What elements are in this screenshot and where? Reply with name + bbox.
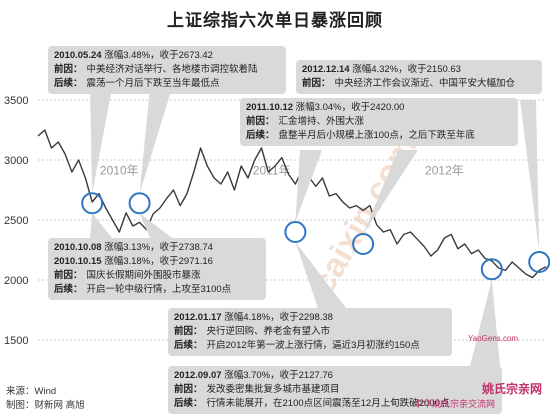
callout-date: 2010.05.24 (54, 50, 102, 61)
callout-2010-05-24: 2010.05.24 涨幅3.48%，收于2673.42 前因： 中美经济对话举行… (48, 46, 286, 94)
callout-after: 开启2012年第一波上涨行情，逼近3月初涨约150点 (206, 340, 420, 351)
callout-date: 2011.10.12 (246, 102, 294, 113)
callout-headline: 涨幅4.32%，收于2150.63 (352, 64, 461, 75)
callout-pointer (520, 100, 540, 252)
callout-2010-10-08-15: 2010.10.08 涨幅3.13%，收于2738.74 2010.10.15 … (48, 238, 266, 300)
year-label: 2010年 (100, 163, 139, 177)
callout-after: 盘整半月后小规模上涨100点，之后下跌至年底 (278, 130, 475, 141)
y-tick-label: 2000 (4, 275, 28, 287)
callout-after-label: 后续： (174, 398, 203, 409)
watermark-main: 姚氏宗亲网 (481, 382, 542, 396)
callout-after-label: 后续： (174, 340, 203, 351)
event-marker (480, 258, 503, 281)
callout-after: 行情未能展开，在2100点区间震荡至12月上旬跌破2000点 (206, 398, 450, 409)
callout-after-label: 后续： (54, 78, 83, 89)
callout-2012-12-14: 2012.12.14 涨幅4.32%，收于2150.63 前因： 中央经济工作会议… (296, 60, 542, 94)
y-tick-label: 3500 (4, 95, 28, 107)
year-label: 2011年 (253, 163, 291, 177)
callout-pointer (139, 213, 172, 238)
callout-date: 2010.10.15 (54, 256, 102, 267)
callout-after: 震荡一个月后下跌至当年最低点 (86, 78, 220, 89)
callout-headline: 涨幅3.13%，收于2738.74 (104, 242, 213, 253)
callout-cause: 央行逆回购、养老金有望入市 (206, 326, 331, 337)
callout-date: 2012.12.14 (302, 64, 350, 75)
callout-pointer (90, 213, 112, 238)
callout-date: 2012.09.07 (174, 370, 222, 381)
callout-pointer (295, 150, 322, 222)
callout-cause-label: 前因： (54, 64, 83, 75)
callout-headline: 涨幅3.48%，收于2673.42 (104, 50, 213, 61)
callout-pointer (363, 150, 418, 234)
callout-cause: 中央经济工作会议渐近、中国平安大幅加仓 (334, 78, 516, 89)
callout-after-label: 后续： (246, 130, 275, 141)
y-tick-label: 1500 (4, 335, 28, 347)
callout-cause-label: 前因： (174, 384, 203, 395)
callout-pointer (90, 88, 112, 194)
event-marker (128, 192, 151, 215)
callout-headline: 涨幅3.18%，收于2971.16 (104, 256, 213, 267)
callout-date: 2012.01.17 (174, 312, 222, 323)
event-marker (528, 251, 550, 273)
watermark-sub: 中华姚氏宗亲交流网 (414, 399, 496, 409)
callout-date: 2010.10.08 (54, 242, 102, 253)
callout-after-label: 后续： (54, 284, 83, 295)
callout-cause: 汇金增持、外围大涨 (278, 116, 365, 127)
callout-2012-01-17: 2012.01.17 涨幅4.18%，收于2298.38 前因： 央行逆回购、养老… (168, 308, 452, 356)
callout-cause: 发改委密集批复多城市基建项目 (206, 384, 340, 395)
watermark-url: YaoGens.com (468, 334, 519, 343)
callout-2011-10-12: 2011.10.12 涨幅3.04%，收于2420.00 前因： 汇金增持、外围大… (240, 98, 518, 146)
producer-note: 制图：财新网 高旭 (6, 400, 85, 411)
index-line (37, 129, 547, 279)
year-label: 2012年 (425, 163, 464, 177)
callout-cause: 国庆长假期间外围股市暴涨 (86, 270, 201, 281)
callout-cause-label: 前因： (174, 326, 203, 337)
callout-headline: 涨幅3.70%，收于2127.76 (224, 370, 333, 381)
callout-cause: 中美经济对话举行、各地楼市调控软着陆 (86, 64, 258, 75)
callout-2012-09-07: 2012.09.07 涨幅3.70%，收于2127.76 前因： 发改委密集批复多… (168, 366, 502, 414)
callout-headline: 涨幅3.04%，收于2420.00 (295, 102, 405, 113)
callout-pointer (470, 279, 500, 366)
event-marker (284, 221, 307, 243)
callout-cause-label: 前因： (54, 270, 83, 281)
callout-pointer (139, 88, 172, 194)
callout-after: 开启一轮中级行情，上攻至3100点 (86, 284, 232, 295)
callout-cause-label: 前因： (246, 116, 275, 127)
callout-pointer (295, 242, 346, 308)
callout-headline: 涨幅4.18%，收于2298.38 (224, 312, 333, 323)
callout-cause-label: 前因： (302, 78, 331, 89)
event-marker (81, 192, 104, 215)
chart-title: 上证综指六次单日暴涨回顾 (167, 11, 383, 30)
y-tick-label: 3000 (4, 155, 28, 167)
y-tick-label: 2500 (4, 215, 28, 227)
source-note: 来源：Wind (6, 386, 57, 397)
